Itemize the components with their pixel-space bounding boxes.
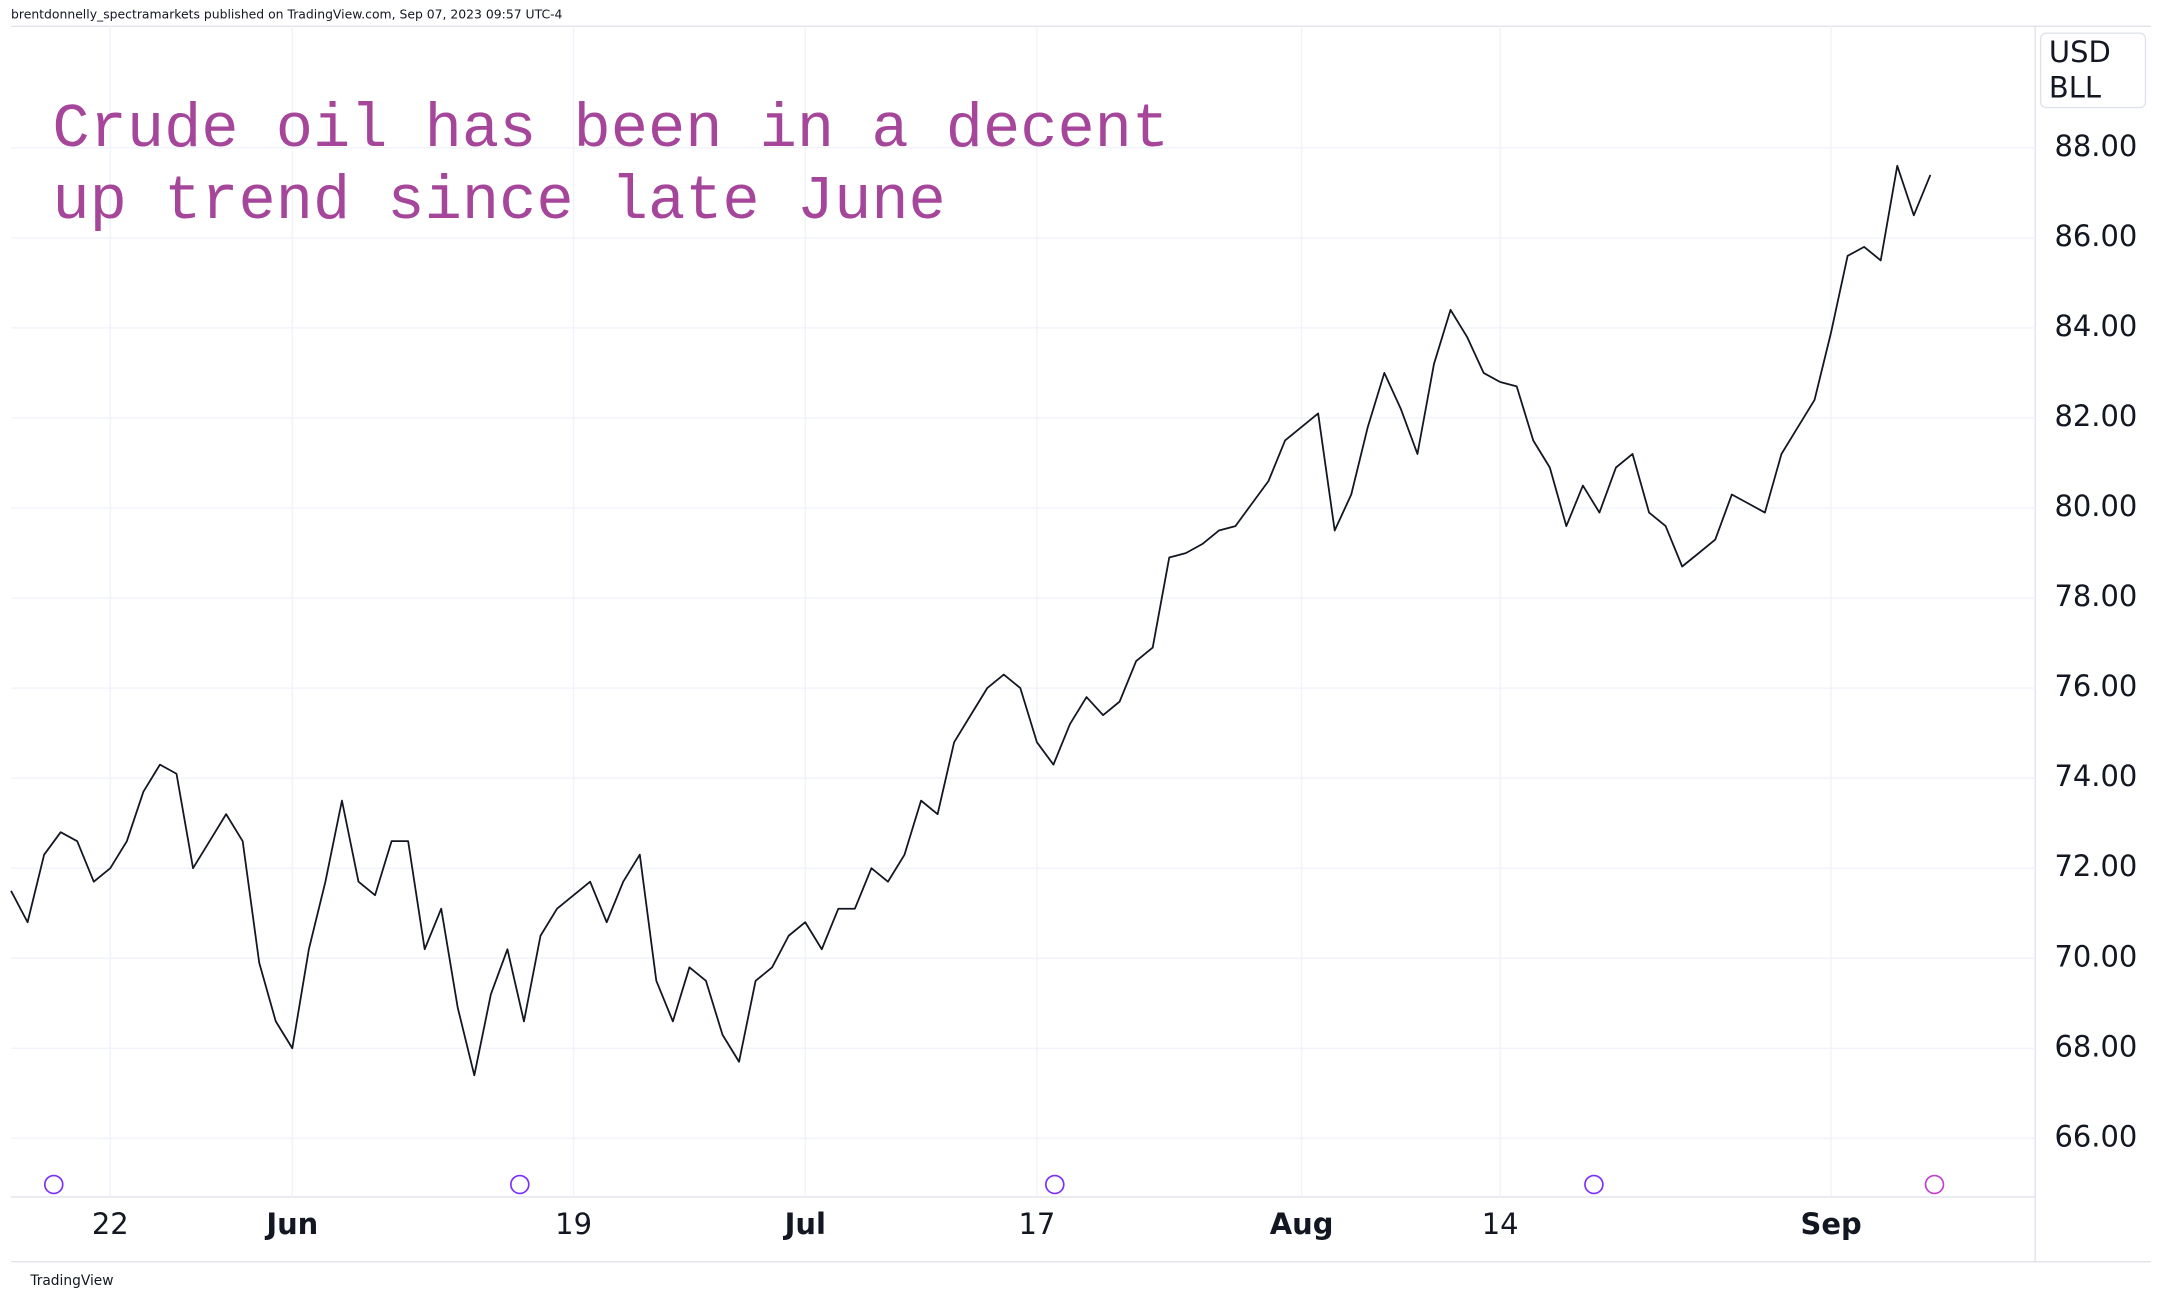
event-icon[interactable] (1584, 1174, 1604, 1195)
y-tick-label: 74.00 (2054, 759, 2137, 793)
event-icon[interactable] (43, 1174, 64, 1195)
x-tick-label: Jul (783, 1207, 826, 1241)
y-tick-label: 80.00 (2054, 489, 2137, 523)
x-tick-label: Sep (1800, 1207, 1861, 1241)
x-tick-label: 17 (1018, 1207, 1055, 1241)
footer-brand: TradingView (29, 1273, 113, 1289)
x-tick-label: 14 (1482, 1207, 1519, 1241)
unit-label: USD (2049, 35, 2111, 69)
y-tick-label: 82.00 (2054, 399, 2137, 433)
y-tick-label: 70.00 (2054, 939, 2137, 973)
y-tick-label: 76.00 (2054, 669, 2137, 703)
x-tick-label: 22 (92, 1207, 129, 1241)
event-icon[interactable] (1045, 1174, 1065, 1195)
event-icon[interactable] (510, 1174, 530, 1195)
x-tick-label: Aug (1270, 1207, 1334, 1241)
x-tick-label: Jun (264, 1207, 318, 1241)
unit-box (2039, 32, 2147, 109)
x-tick-label: 19 (555, 1207, 592, 1241)
annotation: Crude oil has been in a decent (52, 94, 1169, 165)
y-tick-label: 84.00 (2054, 309, 2137, 343)
y-tick-label: 88.00 (2054, 129, 2137, 163)
y-tick-label: 68.00 (2054, 1029, 2137, 1063)
unit-label: BLL (2049, 71, 2101, 105)
y-tick-label: 78.00 (2054, 579, 2137, 613)
event-icon[interactable] (1924, 1174, 1945, 1195)
publish-header: brentdonnelly_spectramarkets published o… (11, 7, 563, 22)
event-icons (43, 1174, 1945, 1195)
price-line (10, 164, 1932, 1077)
y-tick-label: 66.00 (2054, 1119, 2137, 1153)
y-tick-label: 72.00 (2054, 849, 2137, 883)
annotation: up trend since late June (52, 166, 945, 237)
y-tick-label: 86.00 (2054, 219, 2137, 253)
